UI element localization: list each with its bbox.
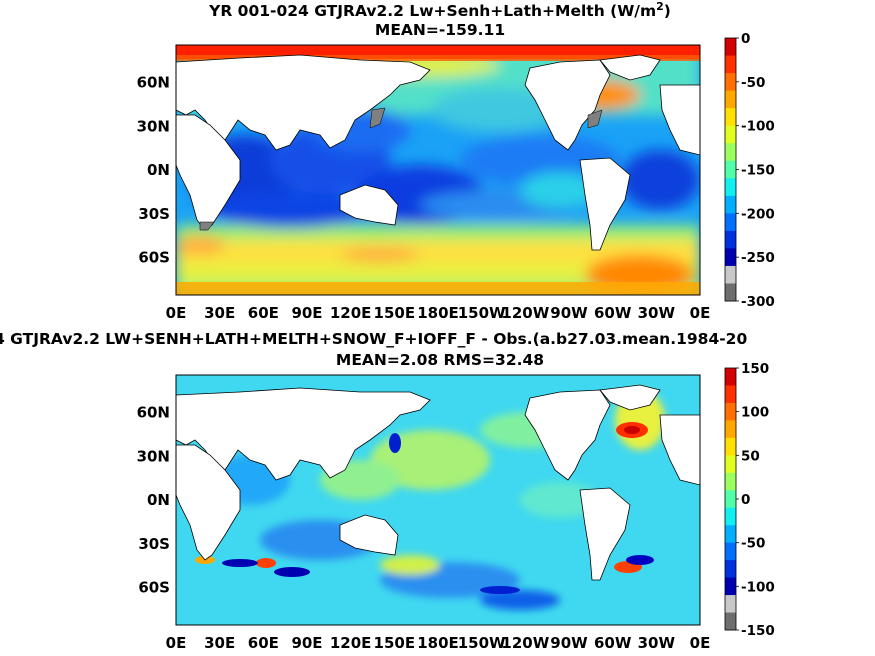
y-tick-label: 0N	[147, 491, 170, 509]
colorbar-swatch	[725, 178, 736, 197]
x-tick-label: 150E	[374, 634, 416, 652]
colorbar-tick-label: -50	[741, 75, 765, 91]
colorbar-tick-label: -150	[741, 163, 775, 179]
colorbar-swatch	[725, 525, 736, 544]
colorbar-swatch	[725, 38, 736, 57]
x-tick-label: 120E	[330, 634, 372, 652]
panel1-frame	[175, 44, 701, 296]
x-tick-label: 180E	[417, 634, 459, 652]
x-tick-label: 90E	[291, 634, 322, 652]
y-tick-label: 60S	[138, 579, 170, 597]
panel2-continents	[176, 384, 700, 581]
panel2-axes: 60N 30N 0N 30S 60S 0E 30E 60E 90E 120E 150E 180E150…	[137, 404, 711, 653]
colorbar-tick-label: -150	[741, 623, 775, 639]
colorbar-tick-label: -200	[741, 206, 775, 222]
x-tick-label: 60E	[248, 634, 279, 652]
x-tick-label: 60W	[594, 304, 632, 322]
panel2-colorbar: 150 100 50 0 -50 -100 -150	[724, 361, 775, 639]
colorbar-tick-label: 50	[741, 448, 760, 464]
x-tick-label: 30E	[204, 634, 235, 652]
x-tick-label: 60W	[594, 634, 632, 652]
colorbar-swatch	[725, 368, 736, 386]
y-tick-label: 60N	[137, 74, 170, 92]
x-tick-label: 120W	[501, 634, 549, 652]
colorbar-tick-label: -300	[741, 294, 775, 310]
x-tick-label: 60E	[248, 304, 279, 322]
colorbar-swatch	[725, 560, 736, 579]
colorbar-swatch	[725, 90, 736, 109]
colorbar-swatch	[725, 283, 736, 302]
colorbar-tick-label: -100	[741, 579, 775, 595]
y-tick-label: 30N	[137, 117, 170, 135]
panel2-map	[176, 375, 700, 625]
x-tick-label: 180E	[417, 304, 459, 322]
x-tick-label: 30E	[204, 304, 235, 322]
colorbar-swatch	[725, 385, 736, 404]
y-tick-label: 60S	[138, 249, 170, 267]
colorbar-tick-label: 100	[741, 405, 769, 421]
panel1-title-sup: 2	[656, 0, 664, 13]
panel1-axes: 60N 30N 0N 30S 60S 0E 30E 60E 90E 120E 150E 180E150…	[137, 74, 711, 323]
y-tick-label: 30N	[137, 447, 170, 465]
colorbar-swatch	[725, 542, 736, 561]
colorbar-tick-label: 0	[741, 31, 750, 47]
x-tick-label: 90W	[550, 304, 588, 322]
panel2-frame	[175, 374, 701, 626]
colorbar-swatch	[725, 612, 736, 631]
colorbar-swatch	[725, 577, 736, 596]
colorbar-swatch	[725, 230, 736, 249]
x-tick-label: 90E	[291, 304, 322, 322]
colorbar-swatch	[725, 420, 736, 439]
panel1-subtitle: MEAN=-159.11	[374, 21, 506, 39]
colorbar-swatch	[725, 472, 736, 491]
colorbar-swatch	[725, 455, 736, 474]
colorbar-swatch	[725, 402, 736, 421]
y-tick-label: 0N	[147, 161, 170, 179]
colorbar-swatch	[725, 265, 736, 284]
colorbar-swatch	[725, 160, 736, 179]
panel1-map	[176, 45, 700, 295]
colorbar-swatch	[725, 55, 736, 74]
x-tick-label: 0E	[166, 634, 187, 652]
panel1-title-close: )	[663, 2, 671, 21]
x-tick-label: 150W	[458, 304, 506, 322]
x-tick-label: 30W	[638, 304, 676, 322]
colorbar-swatch	[725, 437, 736, 456]
x-tick-label: 0E	[690, 634, 711, 652]
colorbar-swatch	[725, 195, 736, 214]
x-tick-label: 150E	[374, 304, 416, 322]
colorbar-tick-label: 0	[741, 492, 750, 508]
x-tick-label: 0E	[690, 304, 711, 322]
panel2-title: 4 GTJRAv2.2 LW+SENH+LATH+MELTH+SNOW_F+IO…	[0, 330, 748, 348]
x-tick-label: 150W	[458, 634, 506, 652]
colorbar-swatch	[725, 108, 736, 127]
panel1-title: YR 001-024 GTJRAv2.2 Lw+Senh+Lath+Melth …	[120, 0, 760, 20]
colorbar-swatch	[725, 595, 736, 614]
panel1-continents	[176, 54, 700, 251]
x-tick-label: 0E	[166, 304, 187, 322]
x-tick-label: 120W	[501, 304, 549, 322]
y-tick-label: 30S	[138, 535, 170, 553]
x-tick-label: 30W	[638, 634, 676, 652]
panel1-colorbar: 0 -50 -100 -150 -200 -250 -300	[724, 31, 775, 310]
colorbar-swatch	[725, 73, 736, 92]
colorbar-swatch	[725, 248, 736, 267]
colorbar-swatch	[725, 143, 736, 162]
y-tick-label: 60N	[137, 404, 170, 422]
colorbar-tick-label: -50	[741, 536, 765, 552]
x-tick-label: 90W	[550, 634, 588, 652]
colorbar-swatch	[725, 490, 736, 509]
colorbar-swatch	[725, 213, 736, 232]
x-tick-label: 120E	[330, 304, 372, 322]
panel1-title-main: YR 001-024 GTJRAv2.2 Lw+Senh+Lath+Melth …	[209, 2, 657, 21]
panel2-subtitle: MEAN=2.08 RMS=32.48	[335, 351, 545, 369]
colorbar-swatch	[725, 507, 736, 526]
colorbar-tick-label: -100	[741, 119, 775, 135]
colorbar-tick-label: 150	[741, 361, 769, 377]
y-tick-label: 30S	[138, 205, 170, 223]
colorbar-tick-label: -250	[741, 250, 775, 266]
colorbar-swatch	[725, 125, 736, 144]
